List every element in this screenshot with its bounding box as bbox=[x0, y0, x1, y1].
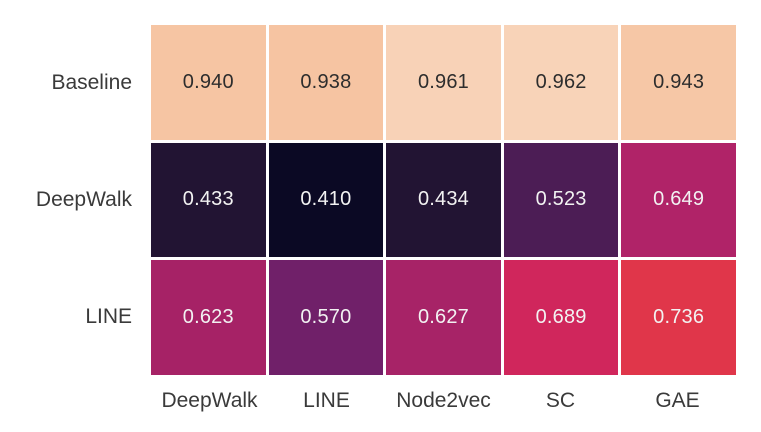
heatmap-cell-deepwalk-line: 0.410 bbox=[268, 142, 384, 258]
heatmap-cell-baseline-sc: 0.962 bbox=[503, 25, 619, 140]
heatmap-grid: 0.940 0.938 0.961 0.962 0.943 0.433 0.410 0.434… bbox=[151, 25, 736, 375]
heatmap-cell-deepwalk-sc: 0.523 bbox=[503, 142, 619, 258]
row-label-deepwalk: DeepWalk bbox=[35, 187, 132, 211]
heatmap-cell-baseline-node2vec: 0.961 bbox=[386, 25, 501, 140]
col-label-node2vec: Node2vec bbox=[396, 389, 491, 412]
row-label-line: LINE bbox=[85, 304, 132, 328]
heatmap-cell-baseline-deepwalk: 0.940 bbox=[151, 25, 266, 140]
heatmap-cell-line-gae: 0.736 bbox=[621, 260, 736, 375]
heatmap-cell-deepwalk-gae: 0.649 bbox=[621, 142, 736, 258]
heatmap-cell-deepwalk-node2vec: 0.434 bbox=[386, 142, 501, 258]
col-label-line: LINE bbox=[303, 389, 350, 412]
col-label-deepwalk: DeepWalk bbox=[161, 389, 258, 412]
heatmap-cell-line-deepwalk: 0.623 bbox=[151, 260, 266, 375]
heatmap-cell-line-node2vec: 0.627 bbox=[386, 260, 501, 375]
col-label-gae: GAE bbox=[655, 389, 700, 412]
heatmap-cell-baseline-line: 0.938 bbox=[268, 25, 384, 140]
row-label-baseline: Baseline bbox=[51, 71, 132, 95]
heatmap-cell-line-line: 0.570 bbox=[268, 260, 384, 375]
heatmap-cell-line-sc: 0.689 bbox=[503, 260, 619, 375]
col-label-sc: SC bbox=[545, 389, 576, 412]
heatmap-cell-deepwalk-deepwalk: 0.433 bbox=[151, 142, 266, 258]
heatmap-cell-baseline-gae: 0.943 bbox=[621, 25, 736, 140]
